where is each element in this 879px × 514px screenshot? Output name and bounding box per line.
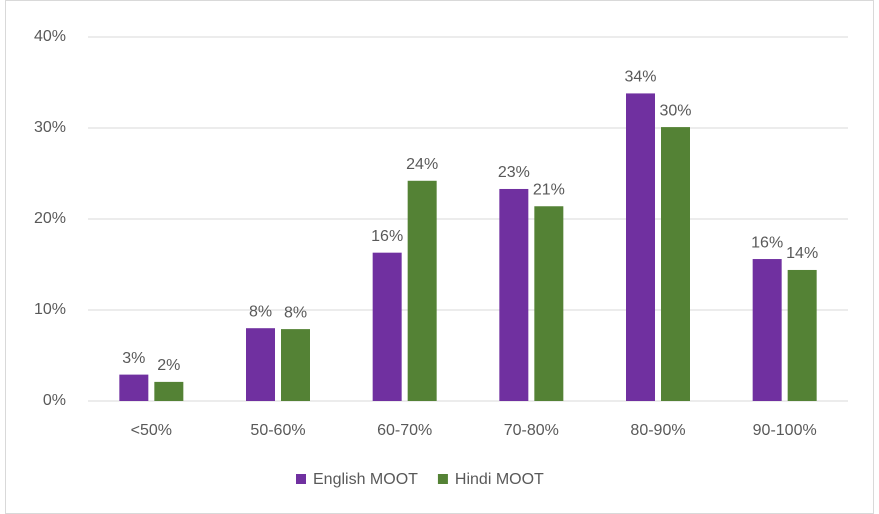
legend-swatch	[437, 474, 448, 484]
y-tick-label: 20%	[34, 210, 66, 227]
legend-label: English MOOT	[313, 471, 418, 488]
bar	[752, 259, 782, 401]
y-tick-label: 30%	[34, 119, 66, 136]
data-label: 16%	[751, 234, 783, 251]
data-label: 8%	[249, 303, 272, 320]
x-tick-label: 50-60%	[250, 422, 305, 439]
data-label: 2%	[157, 357, 180, 374]
data-label: 21%	[533, 181, 565, 198]
x-tick-label: 60-70%	[377, 422, 432, 439]
data-label: 14%	[786, 245, 818, 262]
bar	[626, 93, 655, 402]
data-label: 16%	[371, 228, 403, 245]
data-label: 3%	[122, 350, 145, 367]
chart-border	[5, 0, 874, 514]
bar	[661, 127, 690, 401]
bar	[407, 180, 437, 401]
bar	[534, 206, 564, 401]
x-tick-label: <50%	[131, 422, 172, 439]
y-tick-label: 40%	[34, 28, 66, 45]
x-tick-label: 70-80%	[504, 422, 559, 439]
bar	[119, 374, 149, 401]
data-label: 24%	[406, 156, 438, 173]
data-label: 30%	[659, 102, 691, 119]
bar	[372, 252, 402, 401]
bar	[787, 269, 817, 401]
x-tick-label: 90-100%	[753, 422, 817, 439]
bar	[246, 328, 275, 401]
bar	[154, 381, 184, 401]
y-tick-label: 0%	[43, 392, 66, 409]
bar	[281, 329, 310, 401]
y-tick-label: 10%	[34, 301, 66, 318]
x-tick-label: 80-90%	[630, 422, 685, 439]
legend-label: Hindi MOOT	[455, 471, 544, 488]
data-label: 8%	[284, 304, 307, 321]
data-label: 34%	[624, 69, 656, 86]
bar	[499, 188, 529, 401]
data-label: 23%	[498, 164, 530, 181]
legend-swatch	[296, 474, 306, 484]
